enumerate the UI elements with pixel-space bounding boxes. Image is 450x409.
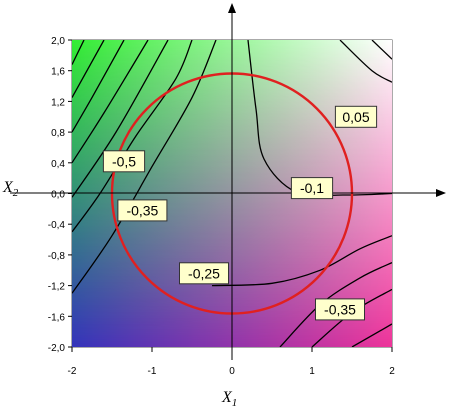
x-tick-labels: -2 -1 0 1 2 (68, 347, 395, 377)
y-tick-label: -1,2 (48, 282, 66, 293)
contour-line (72, 40, 125, 133)
y-tick-label: -1,6 (48, 312, 66, 323)
y-tick-label: 1,2 (51, 97, 65, 108)
x-tick-label: 0 (229, 366, 235, 377)
contour-label: -0,35 (315, 298, 365, 321)
contour-line (72, 40, 105, 98)
contour-label-box (334, 105, 378, 128)
contour-label-text: 0,05 (342, 109, 369, 125)
contour-line (211, 235, 392, 287)
contour-label-box (179, 262, 229, 285)
contour-label-text: -0,35 (324, 301, 356, 317)
y-tick-label: 0,8 (51, 128, 65, 139)
contour-label-text: -0,5 (112, 153, 136, 169)
x-axis-label: X1 (221, 389, 237, 409)
y-tick-label: -2,0 (48, 343, 66, 354)
contour-line (72, 40, 85, 65)
contour-line (339, 40, 392, 83)
contour-label-box (117, 199, 168, 222)
contour-line (371, 40, 392, 60)
x-tick-label: -1 (148, 366, 157, 377)
contour-line (72, 40, 169, 198)
axes (10, 3, 446, 360)
y-tick-label: 1,6 (51, 67, 65, 78)
y-axis-label: X2 (2, 179, 19, 199)
y-tick-label: 0,0 (51, 190, 65, 201)
contour-label: -0,5 (102, 150, 146, 173)
contour-line (247, 40, 392, 197)
y-tick-labels: 2,0 1,6 1,2 0,8 0,4 0,0 -0,4 -0,8 -1,2 -1,6 -2,0 (48, 36, 72, 354)
contour-line (72, 40, 149, 164)
x-tick-label: 2 (389, 366, 395, 377)
contour-label: -0,35 (117, 199, 168, 222)
y-tick-label: 2,0 (51, 36, 65, 47)
y-tick-label: -0,4 (48, 220, 66, 231)
contour-label-box (315, 298, 365, 321)
contour-label: -0,1 (290, 177, 334, 200)
contour-label: 0,05 (334, 105, 378, 128)
contour-line (72, 40, 193, 233)
contour-label-text: -0,35 (126, 202, 158, 218)
contour-line (72, 40, 217, 294)
contour-labels: 0,05 -0,5 -0,1 -0,35 -0,25 -0,35 (102, 105, 378, 321)
y-tick-label: -0,8 (48, 251, 66, 262)
contour-label-box (290, 177, 334, 200)
contour-label-box (102, 150, 146, 173)
contour-label-text: -0,25 (188, 265, 220, 281)
x-tick-label: 1 (309, 366, 315, 377)
contour-label: -0,25 (179, 262, 229, 285)
x-tick-label: -2 (68, 366, 77, 377)
contour-line (279, 262, 392, 347)
contour-label-text: -0,1 (300, 180, 324, 196)
y-tick-label: 0,4 (51, 159, 65, 170)
contour-lines (72, 40, 392, 347)
contour-line (351, 323, 392, 347)
